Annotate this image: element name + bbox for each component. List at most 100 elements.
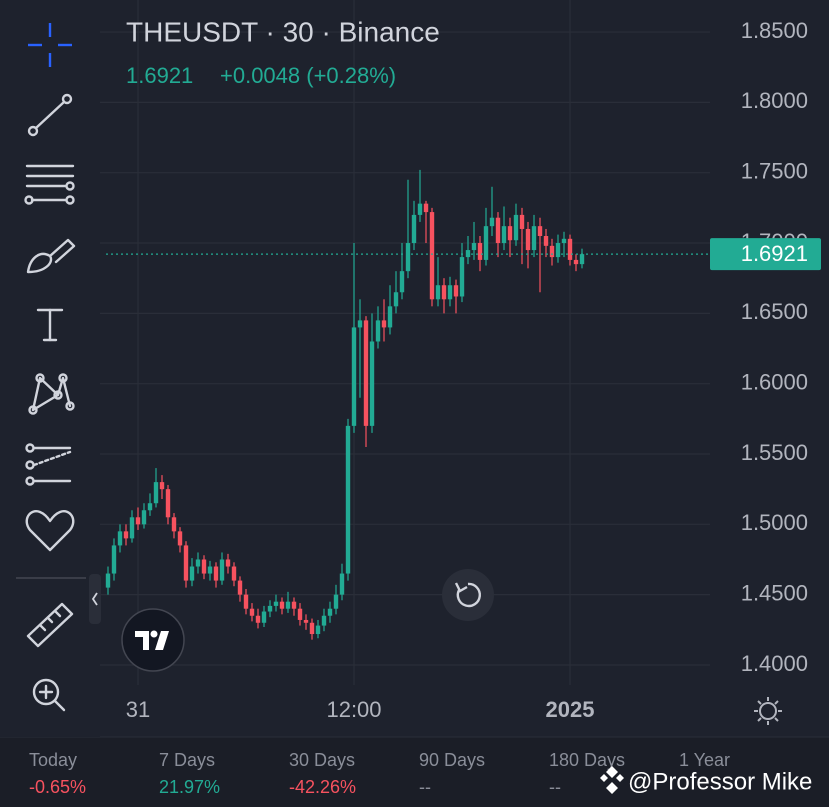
candle-body — [213, 566, 219, 581]
watermark-text: @Professor Mike — [628, 768, 812, 795]
candle-body — [279, 601, 285, 609]
candle-body — [561, 238, 567, 244]
y-tick-label: 1.5000 — [741, 510, 808, 535]
prediction-tool[interactable] — [25, 443, 72, 486]
candle-body — [117, 531, 123, 546]
candle-body — [405, 243, 411, 272]
candle-body — [567, 238, 573, 260]
candle-body — [285, 601, 291, 609]
candle-body — [165, 489, 171, 518]
last-price-label: 1.6921 — [741, 241, 808, 266]
y-tick-label: 1.4000 — [741, 651, 808, 676]
y-tick-label: 1.5500 — [741, 440, 808, 465]
y-tick-label: 1.8000 — [741, 88, 808, 113]
candle-body — [201, 559, 207, 574]
candle-body — [399, 271, 405, 293]
candle-body — [393, 292, 399, 307]
period-change: -42.26% — [289, 777, 356, 797]
candle-body — [555, 243, 561, 258]
favorites-tool[interactable] — [25, 510, 75, 552]
candle-body — [549, 245, 555, 258]
collapse-toolbar[interactable] — [89, 574, 101, 624]
candle-body — [429, 212, 435, 300]
candle-body — [303, 619, 309, 623]
y-tick-label: 1.4500 — [741, 580, 808, 605]
candle-body — [375, 320, 381, 342]
candle-body — [579, 254, 585, 265]
candle-body — [111, 545, 117, 574]
candle-body — [105, 573, 111, 588]
candle-body — [507, 226, 513, 241]
candle-body — [447, 285, 453, 300]
candle-body — [459, 257, 465, 297]
candle-body — [477, 243, 483, 260]
fib-tool[interactable] — [24, 164, 75, 205]
candle-body — [189, 566, 195, 581]
performance-bar — [0, 737, 829, 807]
watermark: @Professor Mike — [600, 766, 812, 795]
y-tick-label: 1.6000 — [741, 369, 808, 394]
candle-body — [177, 531, 183, 546]
candle-body — [351, 327, 357, 426]
candle-body — [261, 611, 267, 623]
crosshair-tool[interactable] — [28, 23, 72, 67]
candle-body — [357, 320, 363, 328]
candle-body — [573, 259, 579, 265]
period-label: 7 Days — [159, 750, 215, 770]
candle-body — [501, 226, 507, 244]
candle-body — [369, 341, 375, 426]
axis: 1.40001.45001.50001.55001.60001.65001.70… — [126, 18, 821, 722]
reset-button[interactable] — [442, 569, 494, 621]
trend-line-tool[interactable] — [27, 93, 73, 137]
zoom-tool[interactable] — [32, 678, 66, 712]
candle-body — [267, 605, 273, 612]
text-tool[interactable] — [36, 308, 64, 342]
candle-body — [207, 566, 213, 574]
candle-body — [219, 559, 225, 581]
candle-body — [297, 608, 303, 620]
candle-body — [423, 203, 429, 213]
candle-body — [483, 226, 489, 260]
candle-body — [543, 236, 549, 246]
candle-body — [435, 285, 441, 300]
candle-body — [489, 217, 495, 227]
x-tick-label: 2025 — [546, 697, 595, 722]
candle-body — [537, 226, 543, 236]
candle-body — [441, 285, 447, 300]
y-tick-label: 1.6500 — [741, 299, 808, 324]
candle-body — [135, 517, 141, 525]
pattern-tool[interactable] — [28, 373, 75, 415]
last-price: 1.6921 — [126, 63, 193, 88]
price-change: +0.0048 (+0.28%) — [220, 63, 396, 88]
period-label: 90 Days — [419, 750, 485, 770]
brush-tool[interactable] — [26, 238, 76, 274]
candle-body — [237, 580, 243, 595]
period-change: 21.97% — [159, 777, 220, 797]
plot — [105, 169, 710, 640]
period-label: 180 Days — [549, 750, 625, 770]
candle-body — [171, 517, 177, 532]
candle-body — [255, 615, 261, 623]
ruler-tool[interactable] — [26, 602, 74, 648]
candle-body — [315, 625, 321, 635]
candle-body — [273, 601, 279, 606]
period-change: -- — [549, 777, 561, 797]
candle-body — [309, 622, 315, 635]
chart-title: THEUSDT · 30 · Binance — [126, 16, 440, 47]
candle-body — [141, 510, 147, 525]
candle-body — [291, 601, 297, 609]
candle-body — [339, 573, 345, 595]
candle-body — [495, 217, 501, 244]
tradingview-logo[interactable] — [121, 608, 185, 672]
x-tick-label: 12:00 — [326, 697, 381, 722]
settings-button[interactable] — [754, 697, 782, 725]
candle-body — [321, 615, 327, 626]
candle-body — [387, 306, 393, 328]
period-change: -0.65% — [29, 777, 86, 797]
candle-body — [519, 214, 525, 229]
candle-body — [363, 320, 369, 426]
candle-body — [159, 482, 165, 490]
candle-body — [381, 320, 387, 328]
candle-body — [195, 559, 201, 567]
